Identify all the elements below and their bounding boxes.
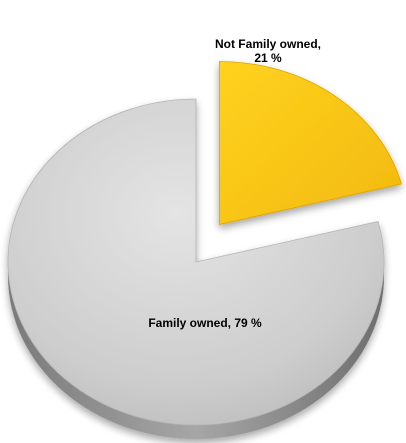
slice-label: Family owned, 79 % [148, 316, 262, 330]
slice-top [7, 98, 385, 426]
slices-layer [7, 61, 402, 439]
slice-not-family-owned [218, 61, 402, 225]
labels-layer: Not Family owned,21 % Family owned, 79 % [148, 37, 321, 330]
slice-label: Not Family owned, [215, 37, 321, 51]
slice-value-label: 21 % [254, 51, 282, 65]
slice-family-owned [7, 98, 385, 439]
slice-top [218, 61, 402, 225]
